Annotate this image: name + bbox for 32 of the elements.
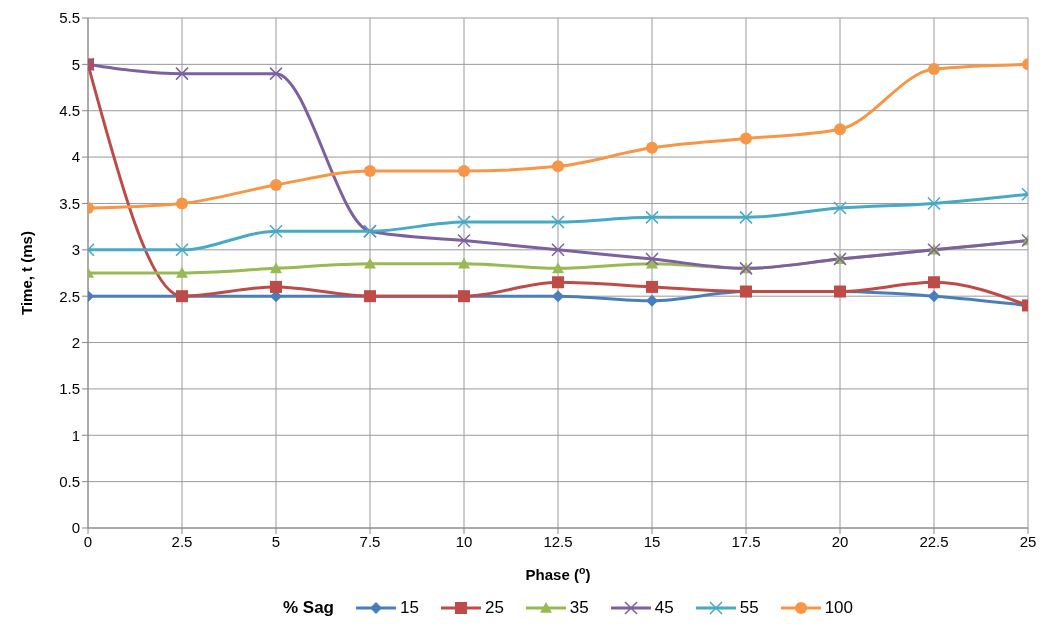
y-tick-label: 4 [71, 148, 80, 166]
x-tick-label: 5 [271, 532, 281, 550]
x-tick-label: 12.5 [543, 532, 573, 550]
x-tick-label: 0 [83, 532, 93, 550]
y-tick-label: 0.5 [59, 472, 80, 490]
y-tick-label: 1.5 [59, 380, 80, 398]
x-tick-label: 10 [455, 532, 473, 550]
y-tick-label: 2 [71, 333, 80, 351]
y-tick-label: 5.5 [59, 9, 80, 27]
y-tick-label: 3.5 [59, 194, 80, 212]
legend-label: 25 [484, 598, 504, 618]
x-tick-label: 20 [831, 532, 849, 550]
x-tick-label: 15 [643, 532, 661, 550]
legend-label: 35 [569, 598, 589, 618]
y-tick-label: 5 [71, 55, 80, 73]
x-tick-label: 2.5 [171, 532, 193, 550]
x-tick-label: 25 [1019, 532, 1037, 550]
y-tick-label: 1 [71, 426, 80, 444]
legend-label: 45 [654, 598, 674, 618]
legend-label: 55 [739, 598, 759, 618]
y-tick-label: 4.5 [59, 102, 80, 120]
x-tick-label: 7.5 [359, 532, 381, 550]
y-tick-label: 2.5 [59, 287, 80, 305]
x-tick-label: 17.5 [731, 532, 761, 550]
legend-label: 100 [824, 598, 853, 618]
legend-title: % Sag [282, 598, 335, 618]
y-axis-title: Time, t (ms) [18, 231, 35, 315]
x-axis-title: Phase ($^{o}$) [525, 564, 591, 583]
x-tick-label: 22.5 [919, 532, 949, 550]
y-tick-label: 0 [71, 519, 80, 537]
legend-label: 15 [400, 598, 419, 618]
y-tick-label: 3 [71, 241, 80, 259]
